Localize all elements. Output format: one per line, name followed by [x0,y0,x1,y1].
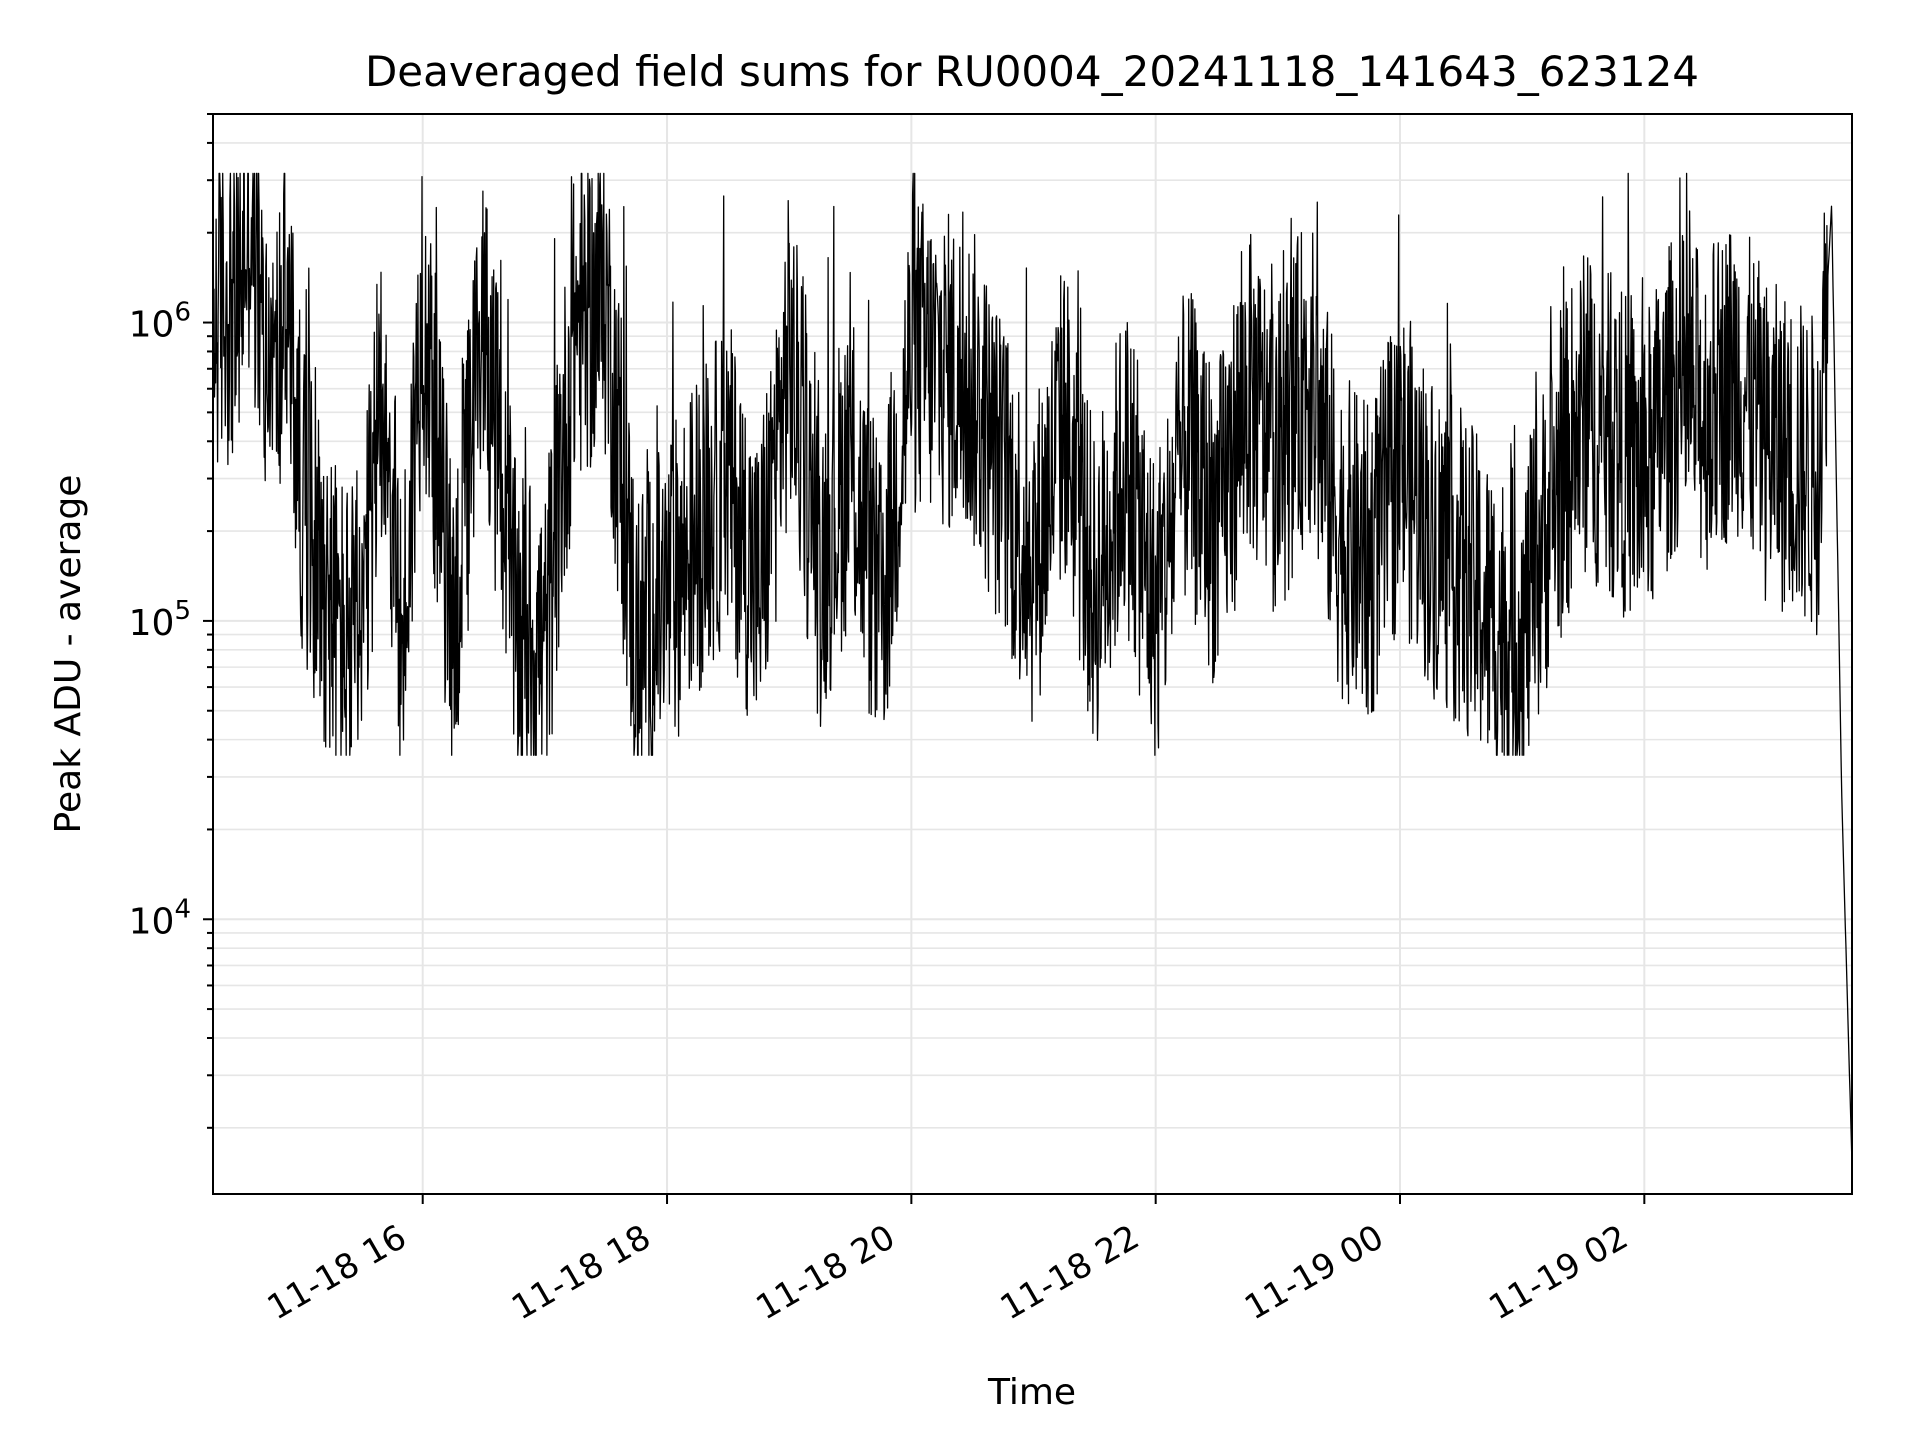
x-tick-label: 11-19 02 [1482,1217,1634,1328]
y-tick-exponent: 6 [174,298,191,328]
plot-area-frame [212,113,1853,1195]
y-axis-label: Peak ADU - average [48,475,89,834]
data-line-layer [212,172,1853,1166]
y-tick-base: 10 [129,901,175,942]
tick-layer: 11-18 16 11-18 18 11-18 20 11-18 22 11-19 00… [129,113,1646,1328]
y-tick-base: 10 [129,603,175,644]
y-tick-exponent: 5 [174,596,191,626]
x-tick-label: 11-18 20 [749,1217,901,1328]
x-tick-label: 11-18 22 [994,1217,1146,1328]
series-line [212,172,1853,1166]
y-tick-label: 104 [129,894,191,942]
y-tick-label: 106 [129,298,191,346]
x-axis-label: Time [987,1372,1076,1413]
x-tick-label: 11-19 00 [1238,1217,1390,1328]
y-tick-label: 105 [129,596,191,644]
y-tick-exponent: 4 [174,894,191,924]
y-tick-base: 10 [129,305,175,346]
x-tick-label: 11-18 18 [505,1217,657,1328]
chart-title: Deaveraged field sums for RU0004_2024111… [365,47,1699,96]
x-tick-label: 11-18 16 [261,1217,413,1328]
